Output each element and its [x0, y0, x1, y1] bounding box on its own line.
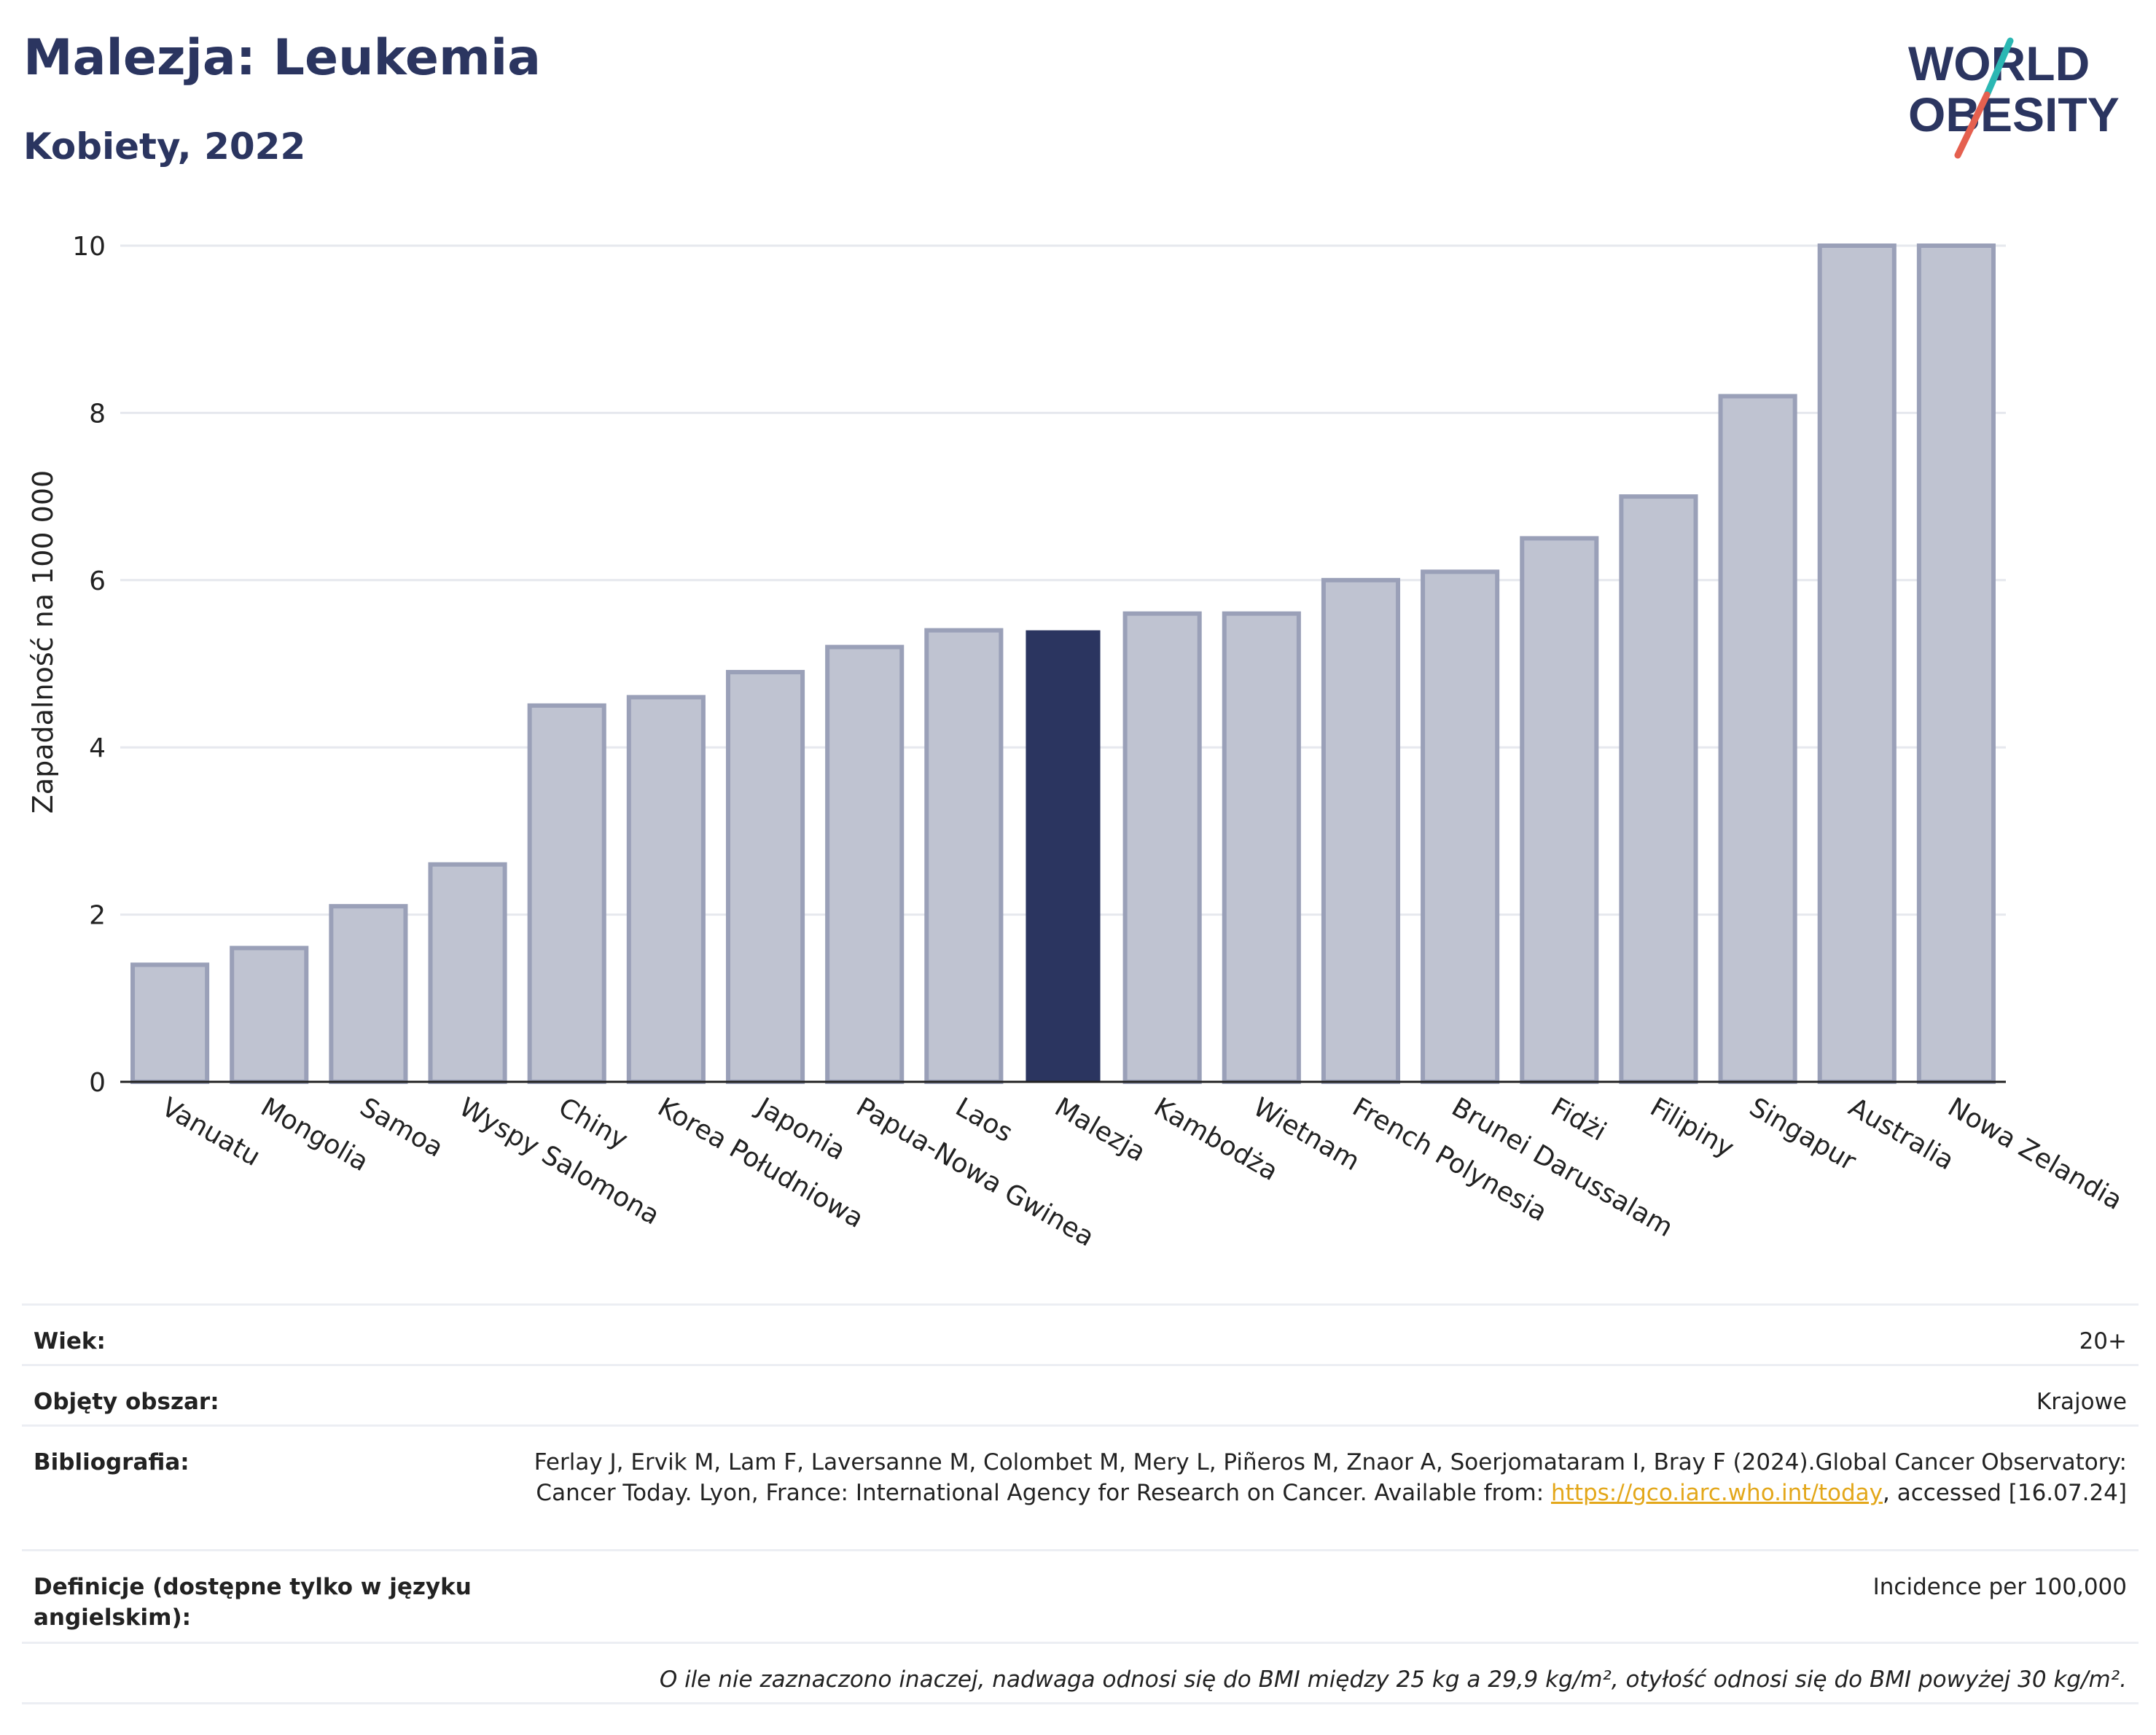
bar	[230, 946, 309, 1084]
x-tick-label: Singapur	[1744, 1092, 1861, 1177]
meta-def-label: Definicje (dostępne tylko w języku angie…	[34, 1574, 472, 1631]
logo-slash-red	[1954, 91, 1991, 159]
logo-slash-teal	[1983, 37, 2014, 98]
bar	[1916, 243, 1996, 1084]
world-obesity-logo: WORLD OBESITY	[1908, 36, 2120, 159]
bar	[329, 904, 408, 1084]
x-tick-label: Fidżi	[1546, 1092, 1612, 1147]
y-tick-label: 10	[72, 232, 106, 262]
bib-accessed: , accessed [16.07.24]	[1882, 1480, 2127, 1506]
meta-row-note: O ile nie zaznaczono inaczej, nadwaga od…	[22, 1642, 2139, 1704]
bar	[1520, 536, 1599, 1084]
metadata-table: Wiek: 20+ Objęty obszar: Krajowe Bibliog…	[22, 1303, 2139, 1704]
meta-note: O ile nie zaznaczono inaczej, nadwaga od…	[659, 1666, 2127, 1693]
bar	[527, 703, 606, 1084]
meta-row-area: Objęty obszar: Krajowe	[22, 1364, 2139, 1424]
bar	[825, 644, 905, 1084]
y-tick-label: 0	[89, 1068, 106, 1098]
meta-def-value: Incidence per 100,000	[1872, 1574, 2127, 1600]
y-tick-label: 6	[89, 566, 106, 596]
x-tick-label: Australia	[1843, 1092, 1958, 1176]
y-axis-ticks: 0 2 4 6 8 10	[72, 232, 106, 1098]
x-tick-label: Chiny	[553, 1092, 633, 1155]
bar	[626, 695, 706, 1084]
y-axis-title: Zapadalność na 100 000	[27, 470, 59, 814]
x-tick-label: Vanuatu	[157, 1092, 265, 1172]
x-tick-label: Laos	[950, 1092, 1018, 1148]
logo-word-2: OBESITY	[1908, 87, 2120, 141]
meta-age-value: 20+	[2079, 1328, 2127, 1354]
meta-bib-value: Ferlay J, Ervik M, Lam F, Laversanne M, …	[22, 1427, 2139, 1523]
bar	[428, 862, 507, 1085]
meta-bib-label: Bibliografia:	[34, 1449, 190, 1475]
meta-row-bibliography: Bibliografia: Ferlay J, Ervik M, Lam F, …	[22, 1424, 2139, 1549]
bar	[1718, 394, 1797, 1084]
bib-text: Ferlay J, Ervik M, Lam F, Laversanne M, …	[534, 1449, 2127, 1506]
chart-title: Malezja: Leukemia	[23, 29, 542, 87]
bib-link[interactable]: https://gco.iarc.who.int/today	[1551, 1480, 1883, 1506]
meta-row-definitions: Definicje (dostępne tylko w języku angie…	[22, 1549, 2139, 1642]
bar	[924, 628, 1004, 1084]
y-tick-label: 4	[89, 733, 106, 763]
bars	[130, 243, 1996, 1085]
meta-area-label: Objęty obszar:	[34, 1389, 219, 1415]
bar	[1222, 611, 1301, 1084]
x-tick-label: Malezja	[1050, 1092, 1150, 1168]
x-tick-label: Mongolia	[256, 1092, 374, 1177]
meta-area-value: Krajowe	[2036, 1389, 2127, 1415]
x-tick-label: Filipiny	[1645, 1092, 1739, 1163]
y-tick-label: 2	[89, 901, 106, 931]
x-tick-label: Nowa Zelandia	[1942, 1092, 2127, 1216]
bar	[130, 962, 210, 1085]
chart-subtitle: Kobiety, 2022	[23, 125, 306, 168]
bar-highlighted	[1026, 630, 1101, 1082]
y-tick-label: 8	[89, 399, 106, 429]
meta-row-age: Wiek: 20+	[22, 1303, 2139, 1364]
bar	[1421, 569, 1500, 1084]
bar	[1817, 243, 1897, 1084]
bar	[725, 669, 805, 1084]
bar	[1321, 577, 1401, 1084]
bar	[1619, 494, 1698, 1084]
bar	[1122, 611, 1202, 1084]
meta-age-label: Wiek:	[34, 1328, 106, 1354]
